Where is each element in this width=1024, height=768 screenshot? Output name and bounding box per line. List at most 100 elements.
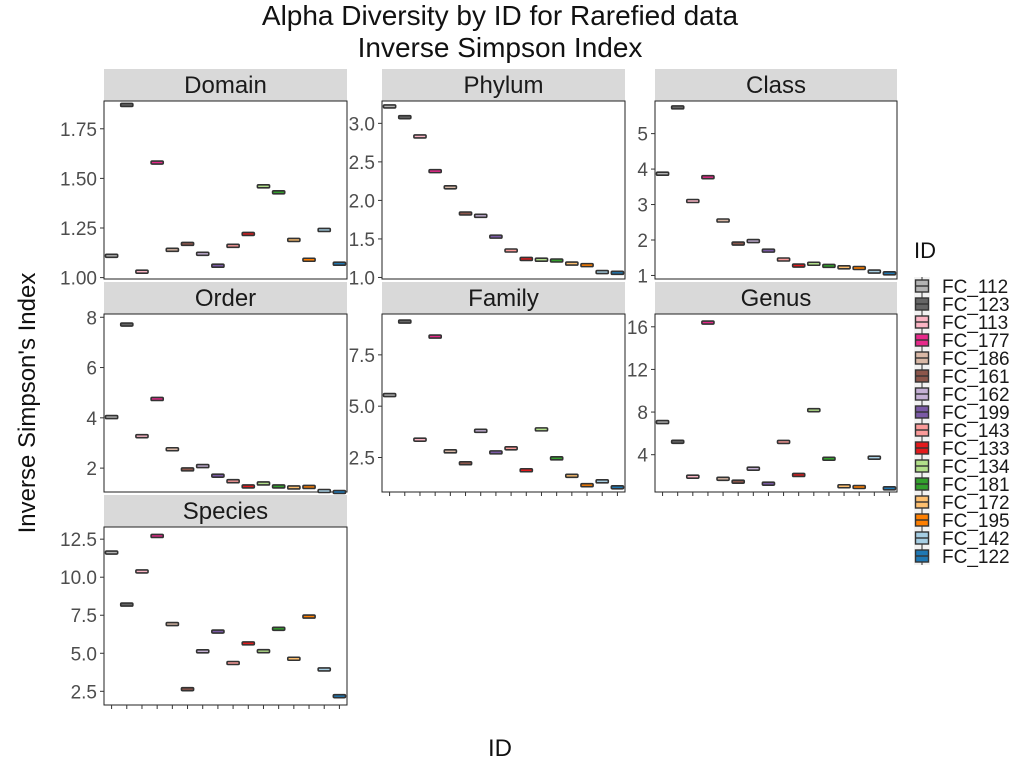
legend-key <box>914 313 930 331</box>
y-tick-label: 5.0 <box>349 397 375 418</box>
facet-strip-label: Genus <box>741 285 812 312</box>
box-fc-161 <box>731 241 746 246</box>
facet-strip-label: Class <box>746 72 806 99</box>
box-fc-134 <box>534 427 549 432</box>
y-tick-label: 1.75 <box>60 120 97 141</box>
facet-strip <box>104 69 347 101</box>
legend-key <box>914 385 930 403</box>
box-fc-195 <box>302 614 316 619</box>
legend-key <box>914 403 930 421</box>
legend-key <box>914 529 930 547</box>
legend-label: FC_113 <box>942 313 1008 334</box>
facet-strip <box>104 495 347 527</box>
box-fc-162 <box>195 463 210 469</box>
box-fc-112 <box>104 550 119 555</box>
box-fc-142 <box>595 269 610 275</box>
legend-key <box>914 547 930 565</box>
legend-label: FC_123 <box>942 295 1010 316</box>
box-fc-195 <box>580 482 594 488</box>
box-fc-199 <box>489 450 503 455</box>
y-tick-label: 7.5 <box>349 346 375 367</box>
box-fc-142 <box>867 455 882 460</box>
legend-label: FC_133 <box>942 439 1010 460</box>
y-tick-label: 5 <box>637 125 648 146</box>
box-fc-195 <box>580 262 594 268</box>
box-fc-122 <box>882 485 897 491</box>
box-fc-133 <box>519 467 534 473</box>
panel-border <box>103 313 348 493</box>
box-fc-177 <box>701 320 715 325</box>
facet-strip-label: Domain <box>184 72 267 99</box>
box-fc-161 <box>180 241 195 247</box>
y-tick-label: 2 <box>86 459 97 480</box>
box-fc-122 <box>610 270 625 276</box>
box-fc-162 <box>473 428 488 434</box>
box-fc-134 <box>806 407 821 413</box>
box-fc-186 <box>443 185 458 190</box>
y-tick-label: 4 <box>637 446 648 467</box>
box-fc-172 <box>564 473 579 479</box>
legend-label: FC_142 <box>942 529 1010 550</box>
legend-key <box>914 421 930 439</box>
facet-strip-label: Species <box>183 498 268 525</box>
facet-genus: Genus 4 8 12 16 <box>627 282 898 496</box>
box-fc-123 <box>670 439 685 445</box>
y-tick-label: 3.0 <box>349 114 375 135</box>
legend-label: FC_134 <box>942 457 1010 478</box>
facet-strip-label: Family <box>468 285 539 312</box>
box-fc-143 <box>776 439 791 445</box>
y-tick-label: 10.0 <box>60 568 97 589</box>
box-fc-181 <box>822 263 836 269</box>
legend-key <box>914 331 930 349</box>
panel-border <box>654 100 898 280</box>
facet-domain: Domain 1.00 1.25 1.50 1.75 <box>60 69 348 290</box>
box-fc-181 <box>271 484 286 489</box>
y-tick-label: 1.50 <box>60 169 97 190</box>
box-fc-122 <box>332 261 347 267</box>
box-fc-162 <box>473 213 488 219</box>
box-fc-142 <box>317 667 332 672</box>
facet-strip <box>104 282 347 314</box>
y-tick-label: 12 <box>627 360 648 381</box>
box-fc-161 <box>180 686 195 692</box>
box-fc-122 <box>882 271 897 276</box>
legend-label: FC_195 <box>942 511 1010 532</box>
legend-label: FC_112 <box>942 277 1008 298</box>
box-fc-199 <box>761 248 776 253</box>
legend-label: FC_186 <box>942 349 1010 370</box>
legend-key <box>914 457 930 475</box>
box-fc-181 <box>549 258 564 263</box>
box-fc-186 <box>165 621 180 627</box>
box-fc-195 <box>302 484 316 490</box>
box-fc-134 <box>534 257 549 263</box>
box-fc-195 <box>852 265 867 271</box>
facet-strip <box>655 282 897 314</box>
box-fc-123 <box>670 105 685 110</box>
box-fc-123 <box>397 114 412 120</box>
box-fc-181 <box>271 626 286 632</box>
box-fc-172 <box>837 483 851 489</box>
box-fc-143 <box>226 660 240 666</box>
box-fc-161 <box>458 460 473 466</box>
y-tick-label: 8 <box>86 308 97 329</box>
box-fc-199 <box>211 263 225 269</box>
legend-label: FC_161 <box>942 367 1010 388</box>
box-fc-181 <box>271 189 286 195</box>
box-fc-143 <box>226 478 240 484</box>
panel-border <box>381 100 626 280</box>
box-fc-133 <box>241 641 256 646</box>
box-fc-112 <box>382 104 397 109</box>
facet-strip-label: Phylum <box>463 72 543 99</box>
box-fc-172 <box>837 264 851 270</box>
box-fc-133 <box>241 484 256 489</box>
box-fc-123 <box>119 322 134 327</box>
box-fc-113 <box>135 433 149 439</box>
y-tick-label: 2.0 <box>349 191 375 212</box>
box-fc-112 <box>382 392 397 398</box>
box-fc-177 <box>701 174 715 180</box>
y-tick-label: 4 <box>86 409 97 430</box>
y-tick-label: 1.0 <box>349 268 375 289</box>
box-fc-112 <box>655 171 670 176</box>
box-fc-195 <box>302 257 316 263</box>
box-fc-133 <box>519 256 534 262</box>
